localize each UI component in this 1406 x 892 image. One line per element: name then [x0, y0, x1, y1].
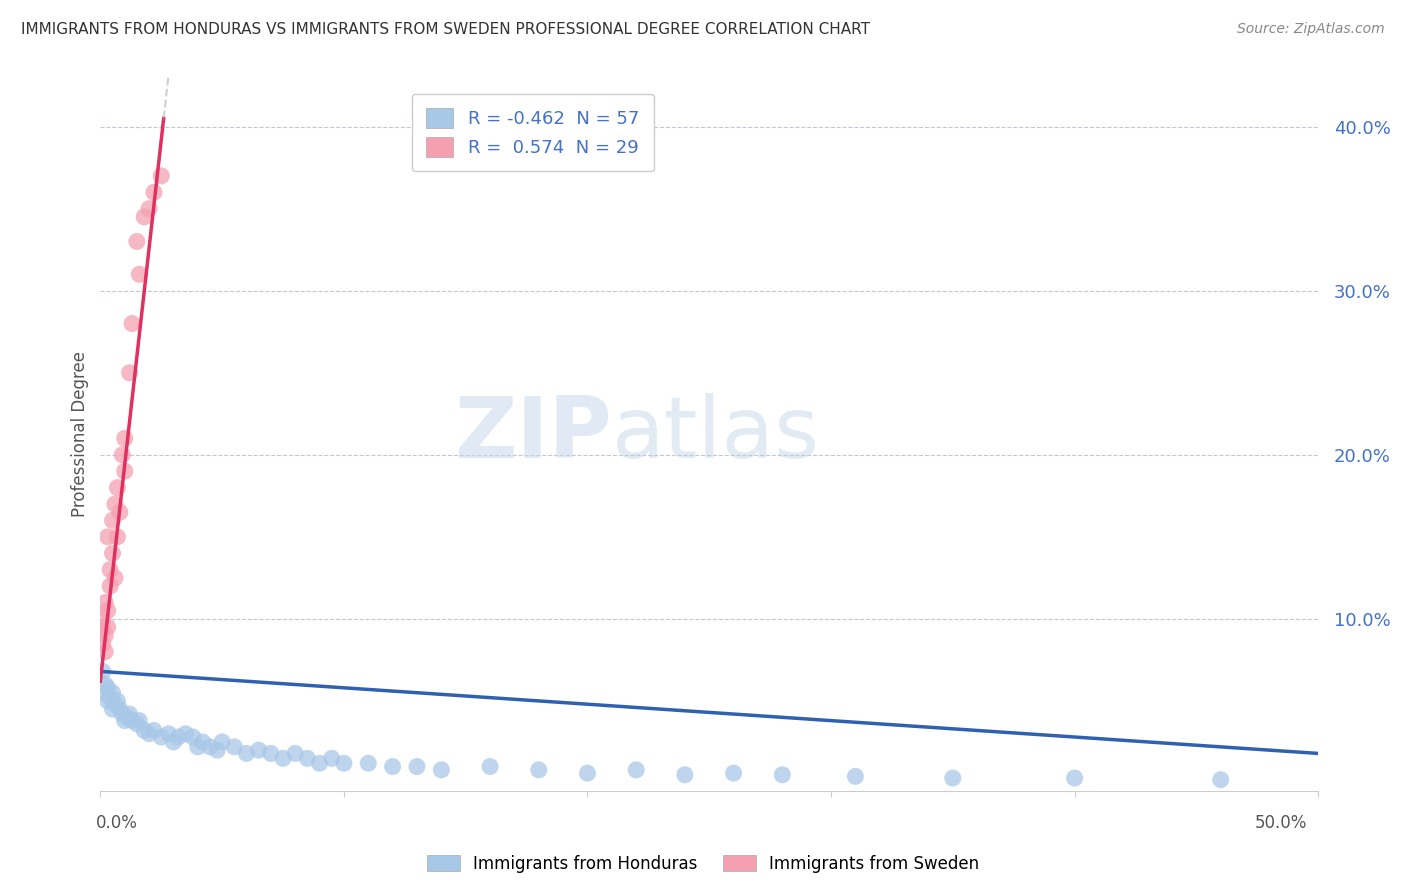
- Point: [98, 579, 121, 593]
- Point: [118, 707, 141, 722]
- Point: [235, 747, 257, 761]
- Point: [97, 681, 120, 695]
- Point: [91, 612, 114, 626]
- Point: [167, 730, 190, 744]
- Point: [97, 620, 120, 634]
- Point: [150, 730, 173, 744]
- Point: [297, 751, 319, 765]
- Point: [198, 739, 221, 754]
- Point: [98, 563, 121, 577]
- Point: [527, 763, 550, 777]
- Point: [101, 686, 124, 700]
- Point: [150, 169, 173, 183]
- Text: 50.0%: 50.0%: [1256, 814, 1308, 831]
- Point: [844, 769, 866, 783]
- Point: [125, 717, 148, 731]
- Point: [187, 739, 209, 754]
- Point: [91, 636, 114, 650]
- Point: [430, 763, 453, 777]
- Legend: R = -0.462  N = 57, R =  0.574  N = 29: R = -0.462 N = 57, R = 0.574 N = 29: [412, 94, 654, 171]
- Text: Source: ZipAtlas.com: Source: ZipAtlas.com: [1237, 22, 1385, 37]
- Point: [104, 697, 127, 711]
- Y-axis label: Professional Degree: Professional Degree: [72, 351, 89, 517]
- Point: [624, 763, 647, 777]
- Point: [125, 235, 148, 249]
- Point: [91, 665, 114, 679]
- Point: [105, 530, 128, 544]
- Point: [94, 645, 117, 659]
- Point: [321, 751, 343, 765]
- Point: [97, 694, 120, 708]
- Point: [134, 723, 156, 738]
- Point: [1209, 772, 1232, 787]
- Text: IMMIGRANTS FROM HONDURAS VS IMMIGRANTS FROM SWEDEN PROFESSIONAL DEGREE CORRELATI: IMMIGRANTS FROM HONDURAS VS IMMIGRANTS F…: [21, 22, 870, 37]
- Point: [114, 714, 136, 728]
- Point: [142, 723, 165, 738]
- Point: [142, 186, 165, 200]
- Point: [207, 743, 229, 757]
- Point: [576, 766, 599, 780]
- Point: [121, 317, 143, 331]
- Point: [104, 497, 127, 511]
- Point: [118, 366, 141, 380]
- Point: [181, 730, 204, 744]
- Point: [114, 464, 136, 478]
- Text: 0.0%: 0.0%: [96, 814, 138, 831]
- Point: [97, 604, 120, 618]
- Point: [108, 702, 131, 716]
- Point: [91, 620, 114, 634]
- Point: [406, 759, 429, 773]
- Point: [191, 735, 214, 749]
- Point: [115, 710, 138, 724]
- Point: [381, 759, 404, 773]
- Point: [111, 448, 134, 462]
- Point: [128, 268, 150, 282]
- Point: [94, 686, 117, 700]
- Point: [479, 759, 502, 773]
- Point: [162, 735, 184, 749]
- Point: [101, 546, 124, 560]
- Point: [1063, 771, 1085, 785]
- Point: [308, 756, 330, 771]
- Point: [98, 690, 121, 705]
- Point: [247, 743, 270, 757]
- Point: [105, 481, 128, 495]
- Point: [97, 530, 120, 544]
- Point: [111, 707, 134, 722]
- Point: [101, 702, 124, 716]
- Point: [224, 739, 246, 754]
- Point: [157, 727, 180, 741]
- Point: [128, 714, 150, 728]
- Point: [211, 735, 233, 749]
- Point: [271, 751, 294, 765]
- Text: atlas: atlas: [612, 392, 820, 475]
- Point: [104, 571, 127, 585]
- Legend: Immigrants from Honduras, Immigrants from Sweden: Immigrants from Honduras, Immigrants fro…: [420, 848, 986, 880]
- Point: [357, 756, 380, 771]
- Point: [101, 513, 124, 527]
- Text: ZIP: ZIP: [454, 392, 612, 475]
- Point: [94, 677, 117, 691]
- Point: [121, 714, 143, 728]
- Point: [94, 595, 117, 609]
- Point: [114, 431, 136, 445]
- Point: [333, 756, 356, 771]
- Point: [723, 766, 745, 780]
- Point: [105, 694, 128, 708]
- Point: [94, 628, 117, 642]
- Point: [770, 768, 793, 782]
- Point: [260, 747, 283, 761]
- Point: [134, 210, 156, 224]
- Point: [138, 727, 160, 741]
- Point: [942, 771, 965, 785]
- Point: [174, 727, 197, 741]
- Point: [284, 747, 307, 761]
- Point: [673, 768, 696, 782]
- Point: [108, 505, 131, 519]
- Point: [138, 202, 160, 216]
